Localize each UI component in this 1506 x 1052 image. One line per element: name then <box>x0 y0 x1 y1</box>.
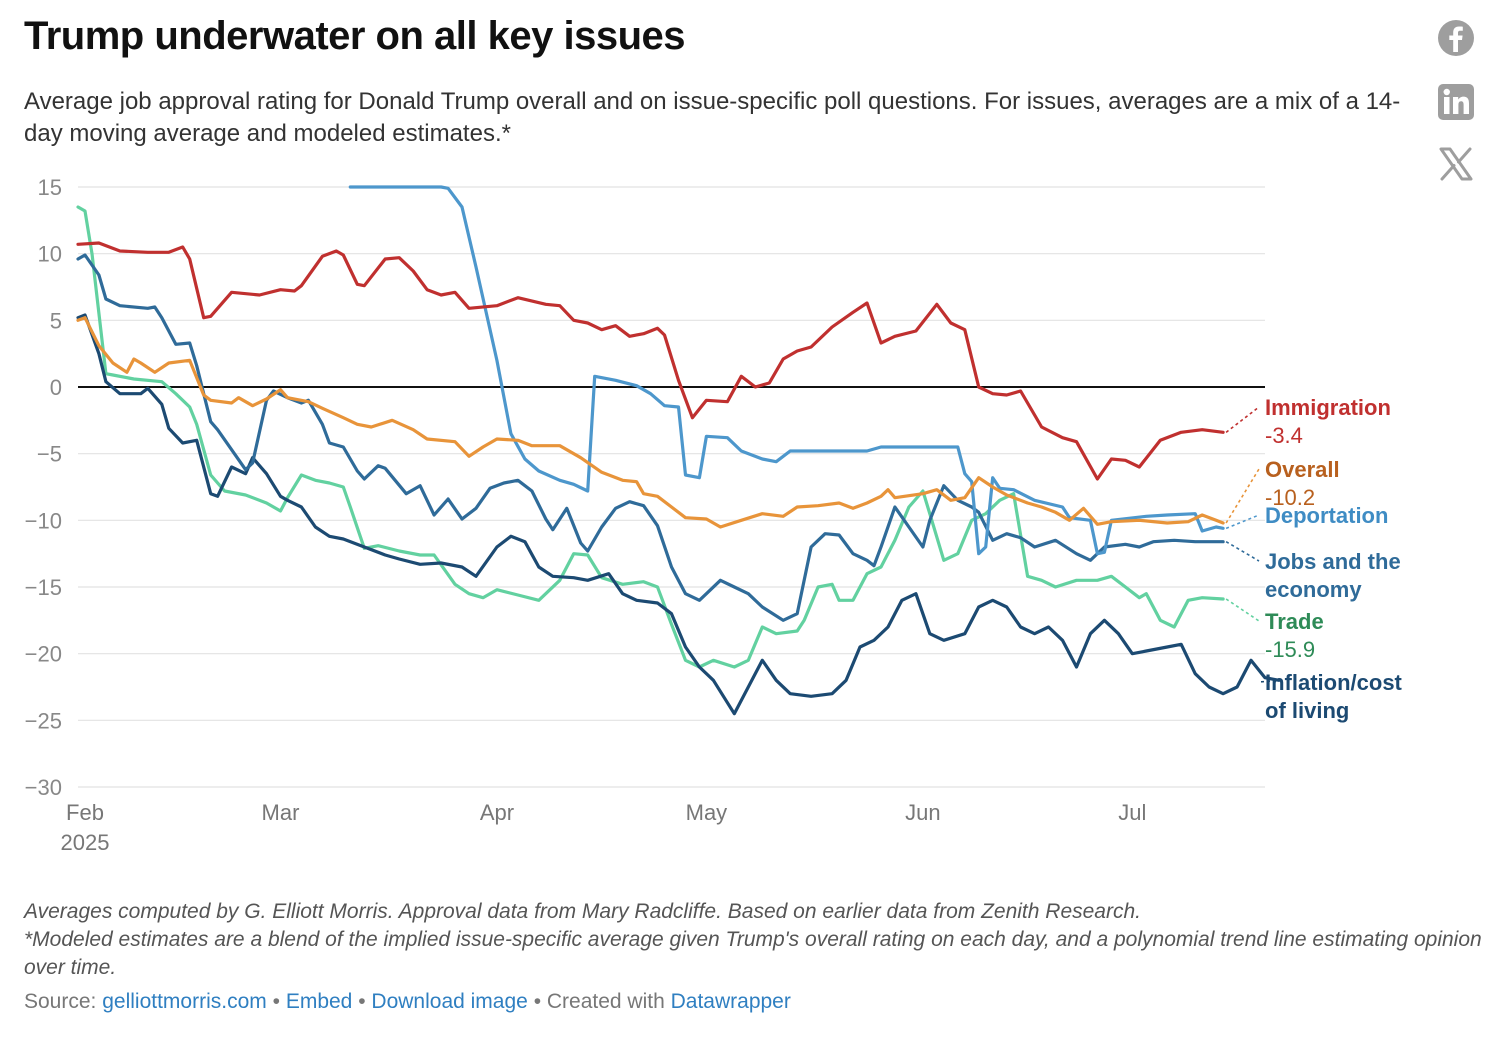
x-tick-label: Apr <box>480 800 514 825</box>
series-label-jobs-and-the-economy: Jobs and the <box>1265 549 1401 574</box>
facebook-icon[interactable] <box>1436 18 1476 58</box>
embed-link[interactable]: Embed <box>285 990 353 1013</box>
label-connector-inflation-cost-of-living <box>1258 679 1283 683</box>
y-axis: 15 10 5 0 −5 −10 −15 −20 −25 −30 <box>25 175 62 800</box>
download-image-link[interactable]: Download image <box>371 990 528 1013</box>
series-line-jobs-and-the-economy <box>76 253 1225 622</box>
series-line-immigration <box>76 241 1225 481</box>
x-tick-label: Jun <box>905 800 940 825</box>
series-line-overall <box>76 316 1225 529</box>
y-tick-label: 10 <box>38 242 62 267</box>
chart-title: Trump underwater on all key issues <box>24 14 686 58</box>
x-icon[interactable] <box>1436 144 1476 184</box>
created-with-text: Created with <box>546 990 665 1013</box>
label-connector-trade <box>1225 598 1260 622</box>
series-label-overall: Overall <box>1265 457 1340 482</box>
grid-lines <box>78 186 1265 788</box>
y-tick-label: −20 <box>25 642 62 667</box>
x-tick-label: Mar <box>262 800 300 825</box>
y-tick-label: −25 <box>25 708 62 733</box>
series-line-trade <box>76 205 1225 669</box>
separator: • <box>272 990 280 1013</box>
label-connector-immigration <box>1225 406 1260 433</box>
y-tick-label: 15 <box>38 175 62 200</box>
separator: • <box>533 990 542 1013</box>
label-connector-jobs-and-the-economy <box>1225 540 1260 562</box>
series-value-trade: -15.9 <box>1265 637 1315 662</box>
x-tick-year-label: 2025 <box>61 830 110 855</box>
series-label-trade: Trade <box>1265 609 1324 634</box>
chart-notes: Averages computed by G. Elliott Morris. … <box>24 898 1484 982</box>
datawrapper-link[interactable]: Datawrapper <box>670 990 791 1013</box>
series-value-overall: -10.2 <box>1265 485 1315 510</box>
line-chart: 15 10 5 0 −5 −10 −15 −20 −25 −30 Feb 2025 Mar Apr May… <box>25 175 1403 855</box>
note-line-1: Averages computed by G. Elliott Morris. … <box>24 900 1141 923</box>
y-tick-label: −30 <box>25 775 62 800</box>
chart-subtitle: Average job approval rating for Donald T… <box>24 88 1401 147</box>
source-line: Source: gelliottmorris.com • Embed • Dow… <box>24 990 791 1014</box>
series-value-immigration: -3.4 <box>1265 423 1303 448</box>
y-tick-label: −15 <box>25 575 62 600</box>
label-connector-overall <box>1225 468 1260 524</box>
separator: • <box>358 990 366 1013</box>
y-tick-label: 0 <box>50 375 62 400</box>
source-prefix: Source: <box>24 990 97 1013</box>
series-lines <box>76 185 1281 716</box>
x-axis: Feb 2025 Mar Apr May Jun Jul <box>61 800 1147 855</box>
series-label-deportation: Deportation <box>1265 503 1388 528</box>
x-tick-label: May <box>686 800 728 825</box>
source-link[interactable]: gelliottmorris.com <box>102 990 267 1013</box>
x-tick-label: Jul <box>1118 800 1146 825</box>
series-label-inflation-cost-of-living: Inflation/cost <box>1265 670 1403 695</box>
y-tick-label: −5 <box>37 442 62 467</box>
series-line-deportation <box>348 185 1225 556</box>
series-label-jobs-and-the-economy: economy <box>1265 577 1362 602</box>
linkedin-icon[interactable] <box>1436 82 1476 122</box>
label-connector-deportation <box>1225 514 1260 530</box>
y-tick-label: 5 <box>50 308 62 333</box>
series-label-inflation-cost-of-living: of living <box>1265 698 1349 723</box>
series-line-inflation-cost-of-living <box>76 313 1281 716</box>
note-line-2: *Modeled estimates are a blend of the im… <box>24 928 1482 979</box>
y-tick-label: −10 <box>25 508 62 533</box>
series-label-immigration: Immigration <box>1265 395 1391 420</box>
x-tick-label: Feb <box>66 800 104 825</box>
